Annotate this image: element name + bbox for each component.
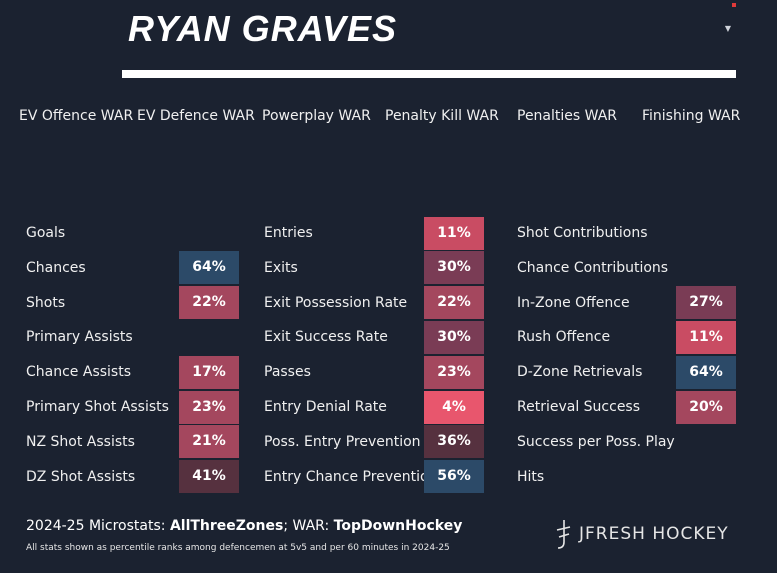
war-penalty-kill[interactable]: Penalty Kill WAR: [385, 108, 499, 124]
stat-percentile-box: 41%: [179, 460, 239, 494]
stat-label: Primary Assists: [26, 329, 133, 346]
stat-percentile-box: 22%: [424, 286, 484, 320]
title-underline: [122, 70, 736, 78]
stat-label: Poss. Entry Prevention: [264, 433, 421, 450]
stat-label: Chances: [26, 259, 86, 276]
stat-label: Exit Success Rate: [264, 329, 388, 346]
stat-percentile-box: 17%: [179, 355, 239, 389]
corner-accent-mark: [732, 3, 736, 7]
stat-label: Success per Poss. Play: [517, 433, 675, 450]
stat-percentile-box: 64%: [179, 251, 239, 285]
stat-percentile-box: 27%: [676, 286, 736, 320]
war-powerplay[interactable]: Powerplay WAR: [262, 108, 371, 124]
stat-label: In-Zone Offence: [517, 294, 630, 311]
stat-label: Shot Contributions: [517, 225, 648, 241]
stat-label: Goals: [26, 225, 66, 241]
stat-percentile-box: 21%: [179, 425, 239, 459]
stat-label: D-Zone Retrievals: [517, 364, 643, 381]
stat-label: Entry Chance Prevention: [264, 468, 438, 485]
microstats-source: AllThreeZones: [169, 518, 284, 534]
brand-logo-icon: [556, 520, 571, 549]
war-prefix: ; WAR:: [283, 518, 334, 534]
player-name-title: RYAN GRAVES: [128, 8, 398, 49]
stat-label: Primary Shot Assists: [26, 399, 169, 415]
footer-sources: 2024-25 Microstats: AllThreeZones; WAR: …: [26, 516, 462, 536]
stat-percentile-box: 30%: [424, 320, 484, 354]
stat-label: Exits: [264, 259, 298, 276]
stat-label: Retrieval Success: [517, 399, 641, 415]
stat-label: Entry Denial Rate: [264, 399, 387, 415]
stat-label: Rush Offence: [517, 329, 611, 346]
stat-label: Passes: [264, 364, 311, 381]
stat-percentile-box: 23%: [179, 390, 239, 424]
chevron-down-icon[interactable]: ▼: [724, 24, 732, 33]
stat-label: Hits: [517, 468, 545, 485]
stat-label: Exit Possession Rate: [264, 294, 408, 311]
war-source: TopDownHockey: [333, 518, 463, 534]
stat-percentile-box: 36%: [424, 425, 484, 459]
stat-label: Chance Assists: [26, 364, 131, 381]
stat-label: Entries: [264, 225, 313, 241]
brand-name: JFRESH HOCKEY: [579, 524, 729, 544]
stat-percentile-box: 30%: [424, 251, 484, 285]
war-ev-defence[interactable]: EV Defence WAR: [137, 108, 255, 124]
stat-percentile-box: 22%: [179, 286, 239, 320]
stat-percentile-box: 56%: [424, 460, 484, 494]
stat-percentile-box: 64%: [676, 355, 736, 389]
stat-label: NZ Shot Assists: [26, 433, 135, 450]
footer-note: All stats shown as percentile ranks amon…: [26, 543, 450, 553]
stat-percentile-box: 11%: [676, 320, 736, 354]
stat-percentile-box: 23%: [424, 355, 484, 389]
war-finishing[interactable]: Finishing WAR: [642, 108, 741, 124]
war-ev-offence[interactable]: EV Offence WAR: [19, 108, 134, 124]
war-penalties[interactable]: Penalties WAR: [517, 108, 618, 124]
stat-percentile-box: 20%: [676, 390, 736, 424]
season-prefix: 2024-25 Microstats:: [26, 518, 170, 534]
stat-label: Chance Contributions: [517, 259, 669, 276]
stat-label: DZ Shot Assists: [26, 468, 136, 485]
stat-label: Shots: [26, 294, 66, 311]
stat-percentile-box: 11%: [424, 216, 484, 250]
war-metrics-row: EV Offence WAR EV Defence WAR Powerplay …: [0, 106, 777, 126]
stat-percentile-box: 4%: [424, 390, 484, 424]
